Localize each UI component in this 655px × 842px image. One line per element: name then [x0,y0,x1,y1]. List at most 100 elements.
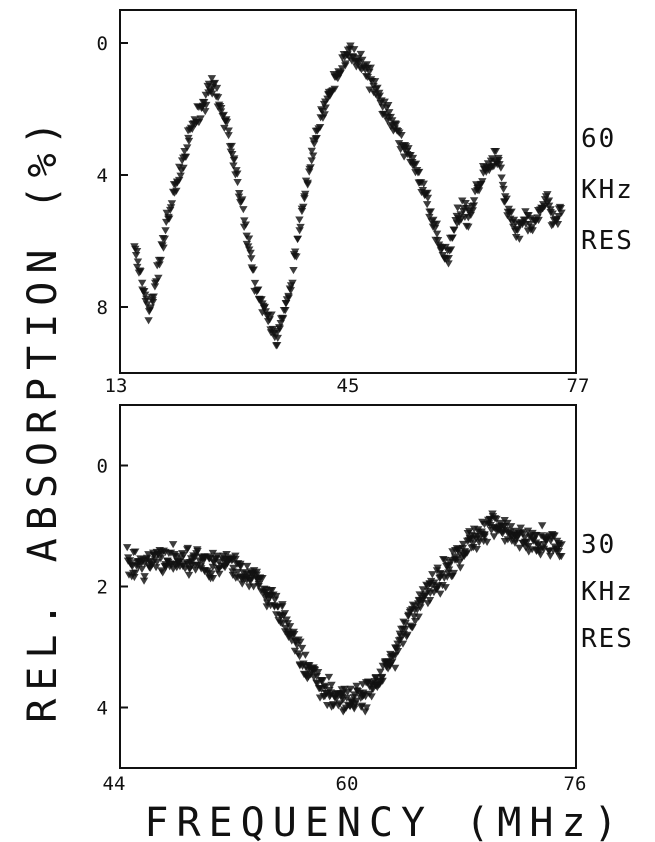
top-data-point [520,216,530,224]
bottom-data-point [318,677,328,685]
bottom-panel: 0 2 4 44 60 76 30 KHz RES [97,404,634,795]
bottom-data-point [511,527,520,535]
top-data-point [521,208,530,216]
bottom-data-point [295,653,304,661]
bottom-data-point [296,638,305,646]
top-data-point [154,274,163,282]
top-data-point [159,244,168,252]
top-data-point [370,78,380,86]
bottom-data-point [546,537,555,545]
bottom-data-point [236,563,245,571]
bottom-data-point [534,541,543,549]
top-data-point [474,187,484,195]
top-data-point [515,235,524,243]
top-data-point [150,283,160,291]
top-data-point [446,246,456,254]
top-data-point [201,108,210,116]
top-y-tick-label: 0 [97,33,108,55]
bottom-data-point [540,540,549,549]
bottom-data-point [445,562,454,570]
top-data-point [213,94,223,102]
top-data-point [341,60,350,68]
bottom-data-point [346,685,355,693]
top-data-point [301,190,310,198]
top-data-point [241,221,250,229]
top-data-point [544,197,554,205]
top-data-point [278,315,288,323]
top-data-point [281,300,291,308]
top-data-point [240,217,249,225]
top-data-point [429,216,438,224]
bottom-data-point [140,573,149,581]
bottom-data-point [557,541,566,549]
top-data-point [295,216,304,224]
top-data-point [182,144,192,152]
top-data-point [408,154,418,163]
bottom-data-point [272,592,281,601]
top-data-point [300,195,309,203]
top-data-point [448,234,457,242]
bottom-data-point [554,547,563,556]
top-data-point [176,172,185,180]
top-x-tick-max: 77 [567,375,590,397]
bottom-data-point [193,547,202,556]
top-data-point [497,174,506,182]
top-data-point [249,266,258,274]
top-data-point [293,235,303,243]
bottom-data-point [179,551,188,559]
bottom-data-point [332,695,341,703]
bottom-data-point [352,697,361,705]
top-data-point [423,189,432,197]
top-data-point [239,206,248,214]
bottom-side-label-line3: RES [581,624,634,654]
top-data-point [172,187,181,195]
top-data-point [422,201,432,209]
top-data-point [156,256,165,265]
top-data-point [461,199,470,208]
top-data-point [303,179,312,187]
top-data-point [281,307,290,315]
top-data-point [133,263,142,272]
bottom-data-point [277,620,287,628]
bottom-data-point [414,613,423,621]
bottom-data-point [214,558,224,566]
top-data-point [556,205,565,213]
bottom-data-point [254,580,264,589]
top-data-point [385,109,394,117]
top-data-point [207,90,217,98]
bottom-side-label-line1: 30 [581,530,616,560]
top-data-point [384,102,393,110]
bottom-data-point [393,648,403,656]
top-side-label-line2: KHz [581,175,634,205]
bottom-data-point [378,677,387,685]
top-data-point [275,325,285,333]
top-data-point [499,185,508,194]
bottom-data-point [459,540,468,548]
top-data-point [284,294,293,302]
bottom-data-point [231,552,240,560]
top-data-point [464,223,473,231]
bottom-data-point [440,556,450,565]
bottom-x-tick-max: 76 [564,773,587,795]
top-data-point [224,132,233,140]
bottom-data-point [456,564,465,572]
bottom-data-point [313,669,323,677]
top-data-point [414,168,424,176]
top-data-point [146,304,155,312]
bottom-data-point [436,590,445,598]
bottom-data-point [222,551,231,559]
top-data-point [140,291,150,299]
top-data-point [238,196,247,204]
bottom-data-point [390,664,400,672]
bottom-data-point [342,694,352,702]
top-data-point [137,279,147,287]
top-data-point [432,230,442,238]
top-data-point [315,123,325,132]
top-data-point [148,298,158,307]
top-data-point [216,105,226,113]
top-data-point [160,235,169,243]
top-data-point [273,334,282,343]
bottom-x-tick-mid: 60 [336,773,359,795]
top-data-point [235,190,244,198]
bottom-data-point [498,530,507,538]
